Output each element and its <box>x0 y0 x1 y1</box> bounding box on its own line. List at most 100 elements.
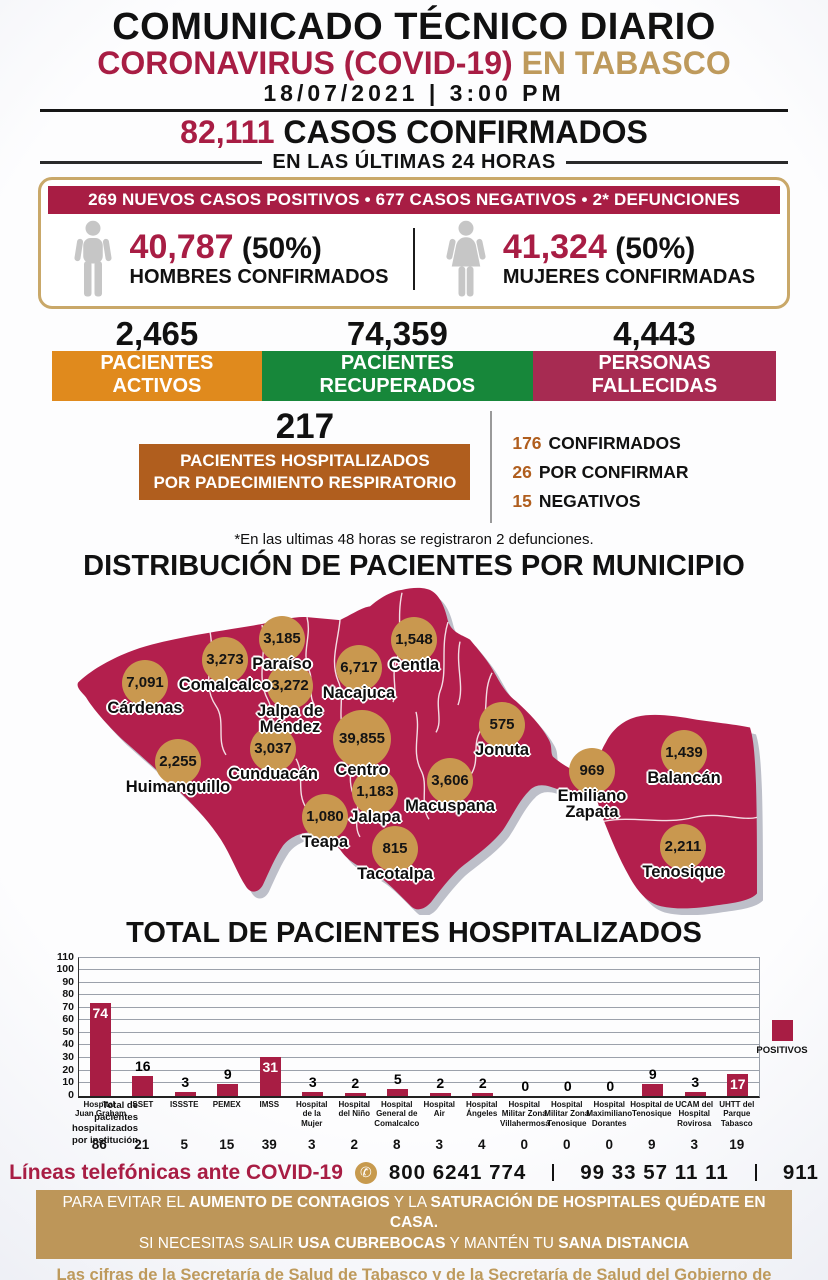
gridline <box>79 1031 759 1033</box>
bar-positivos <box>302 1091 324 1096</box>
bar-value-label: 0 <box>521 1077 530 1094</box>
deceased-label: PERSONAS FALLECIDAS <box>532 350 776 401</box>
map-marker-name: Tenosique <box>642 862 724 881</box>
bar-positivos <box>344 1093 366 1096</box>
x-axis-label: Hospital Militar Zona Villahermosa <box>500 1099 550 1128</box>
subtitle-region: EN TABASCO <box>512 44 731 81</box>
breakdown-pending: 26 POR CONFIRMAR <box>512 462 688 483</box>
confirmed-label: CASOS CONFIRMADOS <box>283 114 648 151</box>
recovered-label: PACIENTES RECUPERADOS <box>261 350 533 401</box>
map-marker-value: 3,185 <box>259 615 305 662</box>
phone-separator <box>552 1164 555 1182</box>
page-subtitle: CORONAVIRUS (COVID-19) EN TABASCO <box>0 44 828 81</box>
bar-positivos <box>642 1084 664 1096</box>
confirmed-value: 176 <box>512 432 542 453</box>
map-marker-value: 1,183 <box>352 768 398 815</box>
bar-positivos <box>429 1093 451 1096</box>
x-axis-label: ISSET <box>130 1099 154 1109</box>
man-icon <box>74 220 112 297</box>
bar-positivos <box>387 1089 409 1096</box>
map-marker-name: Balancán <box>647 768 721 787</box>
bar-value-label: 17 <box>729 1076 746 1093</box>
bar-positivos <box>684 1091 706 1096</box>
y-axis-tick: 40 <box>62 1038 74 1051</box>
hospitalized-chart: 74 16 3 9 31 3 2 5 2 2 0 0 0 9 3 17 Total de pacientes … <box>0 950 828 1158</box>
bar-value-label: 16 <box>134 1057 151 1074</box>
stay-home-text: SANA DISTANCIA <box>558 1234 690 1252</box>
left-line <box>40 161 263 164</box>
recovered-count: 74,359 <box>346 315 448 352</box>
header-divider <box>40 109 788 113</box>
women-label: MUJERES CONFIRMADAS <box>502 266 756 289</box>
bar-value-label: 3 <box>181 1073 190 1090</box>
map-marker-name: Nacajuca <box>322 683 396 702</box>
x-axis-label: Hospital Ángeles <box>465 1099 498 1119</box>
total-value: 4 <box>477 1136 486 1152</box>
gridline <box>79 1006 759 1008</box>
map-marker-name: Jalpa de Méndez <box>256 701 324 737</box>
gridline <box>79 1069 759 1071</box>
women-count-line: 41,324 (50%) <box>503 228 755 266</box>
phone-number-emergency: 911 <box>782 1160 819 1184</box>
map-marker-value: 3,272 <box>267 662 313 709</box>
gridline <box>79 994 759 996</box>
x-axis-label: PEMEX <box>212 1099 241 1109</box>
chart-plot-area: 74 16 3 9 31 3 2 5 2 2 0 0 0 9 3 17 <box>78 956 760 1098</box>
total-value: 5 <box>180 1136 188 1152</box>
phone-icon: ✆ <box>354 1161 377 1184</box>
women-percent: (50%) <box>606 231 696 265</box>
y-axis-tick: 80 <box>62 988 74 1001</box>
gender-row: 40,787 (50%) HOMBRES CONFIRMADOS 41,324 … <box>41 214 787 306</box>
page-title: COMUNICADO TÉCNICO DIARIO <box>112 6 716 48</box>
map-marker-value: 3,606 <box>427 757 473 804</box>
map-marker-name: Emiliano Zapata <box>557 786 627 822</box>
last-24h-row: EN LAS ÚLTIMAS 24 HORAS <box>40 151 788 174</box>
tabasco-map: 7,091 Cárdenas 3,273 Comalcalco 3,185 Paraíso… <box>0 583 828 915</box>
recovered-patients-stat: 74,359 PACIENTES RECUPERADOS <box>261 315 533 401</box>
deceased-count: 4,443 <box>613 315 696 352</box>
daily-summary-box: 269 NUEVOS CASOS POSITIVOS • 677 CASOS N… <box>38 177 790 309</box>
deceased-stat: 4,443 PERSONAS FALLECIDAS <box>532 315 776 401</box>
y-axis-tick: 70 <box>62 1000 74 1013</box>
map-marker-value: 575 <box>479 701 525 748</box>
map-marker-name: Macuspana <box>405 796 495 815</box>
gridline <box>79 1057 759 1059</box>
total-value: 9 <box>647 1136 656 1152</box>
map-marker-value: 39,855 <box>333 709 391 768</box>
map-marker-name: Cunduacán <box>228 764 318 783</box>
stats-row: 2,465 PACIENTES ACTIVOS 74,359 PACIENTES… <box>52 317 776 401</box>
total-value: 3 <box>690 1136 698 1152</box>
bar-positivos <box>727 1074 749 1096</box>
total-value: 86 <box>91 1136 107 1152</box>
negative-text: NEGATIVOS <box>538 490 641 511</box>
men-label: HOMBRES CONFIRMADOS <box>129 266 389 289</box>
total-value: 39 <box>261 1136 277 1152</box>
map-title: DISTRIBUCIÓN DE PACIENTES POR MUNICIPIO <box>83 549 745 582</box>
bar-value-label: 31 <box>262 1058 279 1075</box>
stay-home-text: PARA EVITAR EL <box>62 1193 189 1211</box>
date-time: 18/07/2021 | 3:00 PM <box>263 79 565 106</box>
total-value: 15 <box>219 1136 235 1152</box>
total-value: 0 <box>520 1136 528 1152</box>
men-confirmed-block: 40,787 (50%) HOMBRES CONFIRMADOS <box>45 220 413 298</box>
women-confirmed-block: 41,324 (50%) MUJERES CONFIRMADAS <box>415 220 783 298</box>
gridline <box>79 1044 759 1046</box>
phone-lines-row: Líneas telefónicas ante COVID-19 ✆ 800 6… <box>0 1160 828 1186</box>
y-axis-tick: 30 <box>62 1051 74 1064</box>
map-marker-name: Jonuta <box>474 740 530 759</box>
pending-value: 26 <box>512 461 532 482</box>
map-marker-value: 2,211 <box>660 823 706 870</box>
phone-number-1: 800 6241 774 <box>388 1160 527 1184</box>
confirmed-count: 82,111 <box>180 114 284 151</box>
bar-value-label: 74 <box>92 1004 109 1021</box>
gridline <box>79 969 759 971</box>
confirmed-cases: 82,111 CASOS CONFIRMADOS <box>0 116 828 150</box>
map-marker-name: Paraíso <box>252 654 312 673</box>
active-count: 2,465 <box>115 315 199 352</box>
bar-value-label: 3 <box>308 1073 317 1090</box>
bar-value-label: 0 <box>563 1077 572 1094</box>
map-marker-name: Centla <box>388 655 440 674</box>
bar-value-label: 3 <box>691 1073 700 1090</box>
stay-home-text: AUMENTO DE CONTAGIOS <box>188 1193 390 1211</box>
